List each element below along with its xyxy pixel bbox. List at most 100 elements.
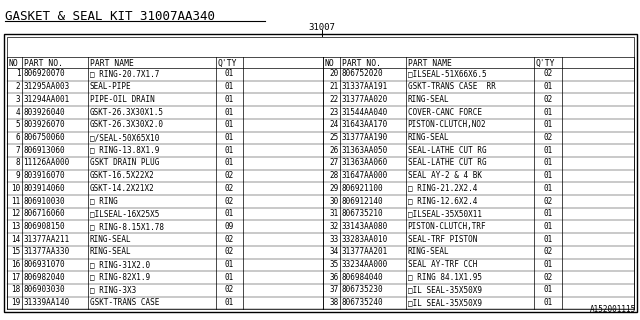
Text: 01: 01 bbox=[225, 108, 234, 116]
Text: 01: 01 bbox=[543, 108, 552, 116]
Text: 24: 24 bbox=[329, 120, 339, 129]
Text: SEAL-LATHE CUT RG: SEAL-LATHE CUT RG bbox=[408, 158, 486, 167]
Text: 01: 01 bbox=[225, 298, 234, 307]
Text: 31007: 31007 bbox=[308, 23, 335, 32]
Text: 35: 35 bbox=[329, 260, 339, 269]
Text: 02: 02 bbox=[225, 247, 234, 256]
Text: 02: 02 bbox=[225, 196, 234, 205]
Text: 01: 01 bbox=[543, 260, 552, 269]
Text: GASKET & SEAL KIT 31007AA340: GASKET & SEAL KIT 31007AA340 bbox=[5, 10, 215, 23]
Text: 01: 01 bbox=[225, 82, 234, 91]
Text: □ILSEAL-35X50X11: □ILSEAL-35X50X11 bbox=[408, 209, 481, 218]
Text: SEAL AY-TRF CCH: SEAL AY-TRF CCH bbox=[408, 260, 477, 269]
Text: GSKT-26.3X30X2.0: GSKT-26.3X30X2.0 bbox=[90, 120, 163, 129]
Text: 806735240: 806735240 bbox=[342, 298, 383, 307]
Text: PART NO.: PART NO. bbox=[24, 59, 63, 68]
Text: □ RING: □ RING bbox=[90, 196, 117, 205]
Text: 806920070: 806920070 bbox=[24, 69, 65, 78]
Text: 37: 37 bbox=[329, 285, 339, 294]
Text: PART NO.: PART NO. bbox=[342, 59, 381, 68]
Text: 23: 23 bbox=[329, 108, 339, 116]
Text: 01: 01 bbox=[225, 95, 234, 104]
Text: 28: 28 bbox=[329, 171, 339, 180]
Text: 11: 11 bbox=[12, 196, 20, 205]
Text: GSKT-TRANS CASE: GSKT-TRANS CASE bbox=[90, 298, 159, 307]
Text: 5: 5 bbox=[16, 120, 20, 129]
Text: 02: 02 bbox=[543, 273, 552, 282]
Text: 803916070: 803916070 bbox=[24, 171, 65, 180]
Text: 806903030: 806903030 bbox=[24, 285, 65, 294]
Text: 22: 22 bbox=[329, 95, 339, 104]
Text: GSKT DRAIN PLUG: GSKT DRAIN PLUG bbox=[90, 158, 159, 167]
Text: 02: 02 bbox=[543, 69, 552, 78]
Text: RING-SEAL: RING-SEAL bbox=[90, 247, 131, 256]
Text: 31377AA020: 31377AA020 bbox=[342, 95, 388, 104]
Text: □IL SEAL-35X50X9: □IL SEAL-35X50X9 bbox=[408, 285, 481, 294]
Text: 02: 02 bbox=[225, 235, 234, 244]
Text: 01: 01 bbox=[225, 260, 234, 269]
Text: 806913060: 806913060 bbox=[24, 146, 65, 155]
Text: PISTON-CLUTCH,TRF: PISTON-CLUTCH,TRF bbox=[408, 222, 486, 231]
Text: 9: 9 bbox=[16, 171, 20, 180]
Text: 31294AA001: 31294AA001 bbox=[24, 95, 70, 104]
Text: RING-SEAL: RING-SEAL bbox=[408, 95, 449, 104]
Text: 803926040: 803926040 bbox=[24, 108, 65, 116]
Text: 806910030: 806910030 bbox=[24, 196, 65, 205]
Text: SEAL-TRF PISTON: SEAL-TRF PISTON bbox=[408, 235, 477, 244]
Text: □ RING-3X3: □ RING-3X3 bbox=[90, 285, 136, 294]
Text: GSKT-14.2X21X2: GSKT-14.2X21X2 bbox=[90, 184, 154, 193]
Text: □ RING 84.1X1.95: □ RING 84.1X1.95 bbox=[408, 273, 481, 282]
Text: 02: 02 bbox=[543, 133, 552, 142]
Text: 31377AA201: 31377AA201 bbox=[342, 247, 388, 256]
Text: 31377AA190: 31377AA190 bbox=[342, 133, 388, 142]
Text: 33: 33 bbox=[329, 235, 339, 244]
Text: □ RING-20.7X1.7: □ RING-20.7X1.7 bbox=[90, 69, 159, 78]
Text: 33283AA010: 33283AA010 bbox=[342, 235, 388, 244]
Text: 806931070: 806931070 bbox=[24, 260, 65, 269]
Text: 01: 01 bbox=[225, 158, 234, 167]
Text: 31377AA211: 31377AA211 bbox=[24, 235, 70, 244]
Text: 806750060: 806750060 bbox=[24, 133, 65, 142]
Text: 806984040: 806984040 bbox=[342, 273, 383, 282]
Text: □ RING-8.15X1.78: □ RING-8.15X1.78 bbox=[90, 222, 163, 231]
Text: 31339AA140: 31339AA140 bbox=[24, 298, 70, 307]
Text: 3: 3 bbox=[16, 95, 20, 104]
Text: □ RING-12.6X2.4: □ RING-12.6X2.4 bbox=[408, 196, 477, 205]
Text: 01: 01 bbox=[225, 209, 234, 218]
Text: 806908150: 806908150 bbox=[24, 222, 65, 231]
Text: □ RING-82X1.9: □ RING-82X1.9 bbox=[90, 273, 150, 282]
Text: 34: 34 bbox=[329, 247, 339, 256]
Text: 01: 01 bbox=[225, 133, 234, 142]
Text: 30: 30 bbox=[329, 196, 339, 205]
Text: 32: 32 bbox=[329, 222, 339, 231]
Text: 01: 01 bbox=[543, 158, 552, 167]
Text: □ILSEAL-16X25X5: □ILSEAL-16X25X5 bbox=[90, 209, 159, 218]
Text: 18: 18 bbox=[12, 285, 20, 294]
Text: 02: 02 bbox=[225, 285, 234, 294]
Text: 01: 01 bbox=[543, 171, 552, 180]
Text: 31: 31 bbox=[329, 209, 339, 218]
Text: 01: 01 bbox=[543, 184, 552, 193]
Text: 806735230: 806735230 bbox=[342, 285, 383, 294]
Text: PISTON-CLUTCH,NO2: PISTON-CLUTCH,NO2 bbox=[408, 120, 486, 129]
Text: 21: 21 bbox=[329, 82, 339, 91]
Text: 15: 15 bbox=[12, 247, 20, 256]
Text: 806716060: 806716060 bbox=[24, 209, 65, 218]
Text: 8: 8 bbox=[16, 158, 20, 167]
Text: 01: 01 bbox=[543, 298, 552, 307]
Text: 01: 01 bbox=[543, 235, 552, 244]
Text: PART NAME: PART NAME bbox=[408, 59, 451, 68]
Text: 27: 27 bbox=[329, 158, 339, 167]
Text: PIPE-OIL DRAIN: PIPE-OIL DRAIN bbox=[90, 95, 154, 104]
Text: 803926070: 803926070 bbox=[24, 120, 65, 129]
Text: 33234AA000: 33234AA000 bbox=[342, 260, 388, 269]
Text: 806921100: 806921100 bbox=[342, 184, 383, 193]
Text: 13: 13 bbox=[12, 222, 20, 231]
Bar bbox=[4, 34, 637, 312]
Text: 09: 09 bbox=[225, 222, 234, 231]
Text: SEAL AY-2 & 4 BK: SEAL AY-2 & 4 BK bbox=[408, 171, 481, 180]
Text: 02: 02 bbox=[225, 171, 234, 180]
Text: 11126AA000: 11126AA000 bbox=[24, 158, 70, 167]
Text: 31363AA060: 31363AA060 bbox=[342, 158, 388, 167]
Text: 02: 02 bbox=[543, 95, 552, 104]
